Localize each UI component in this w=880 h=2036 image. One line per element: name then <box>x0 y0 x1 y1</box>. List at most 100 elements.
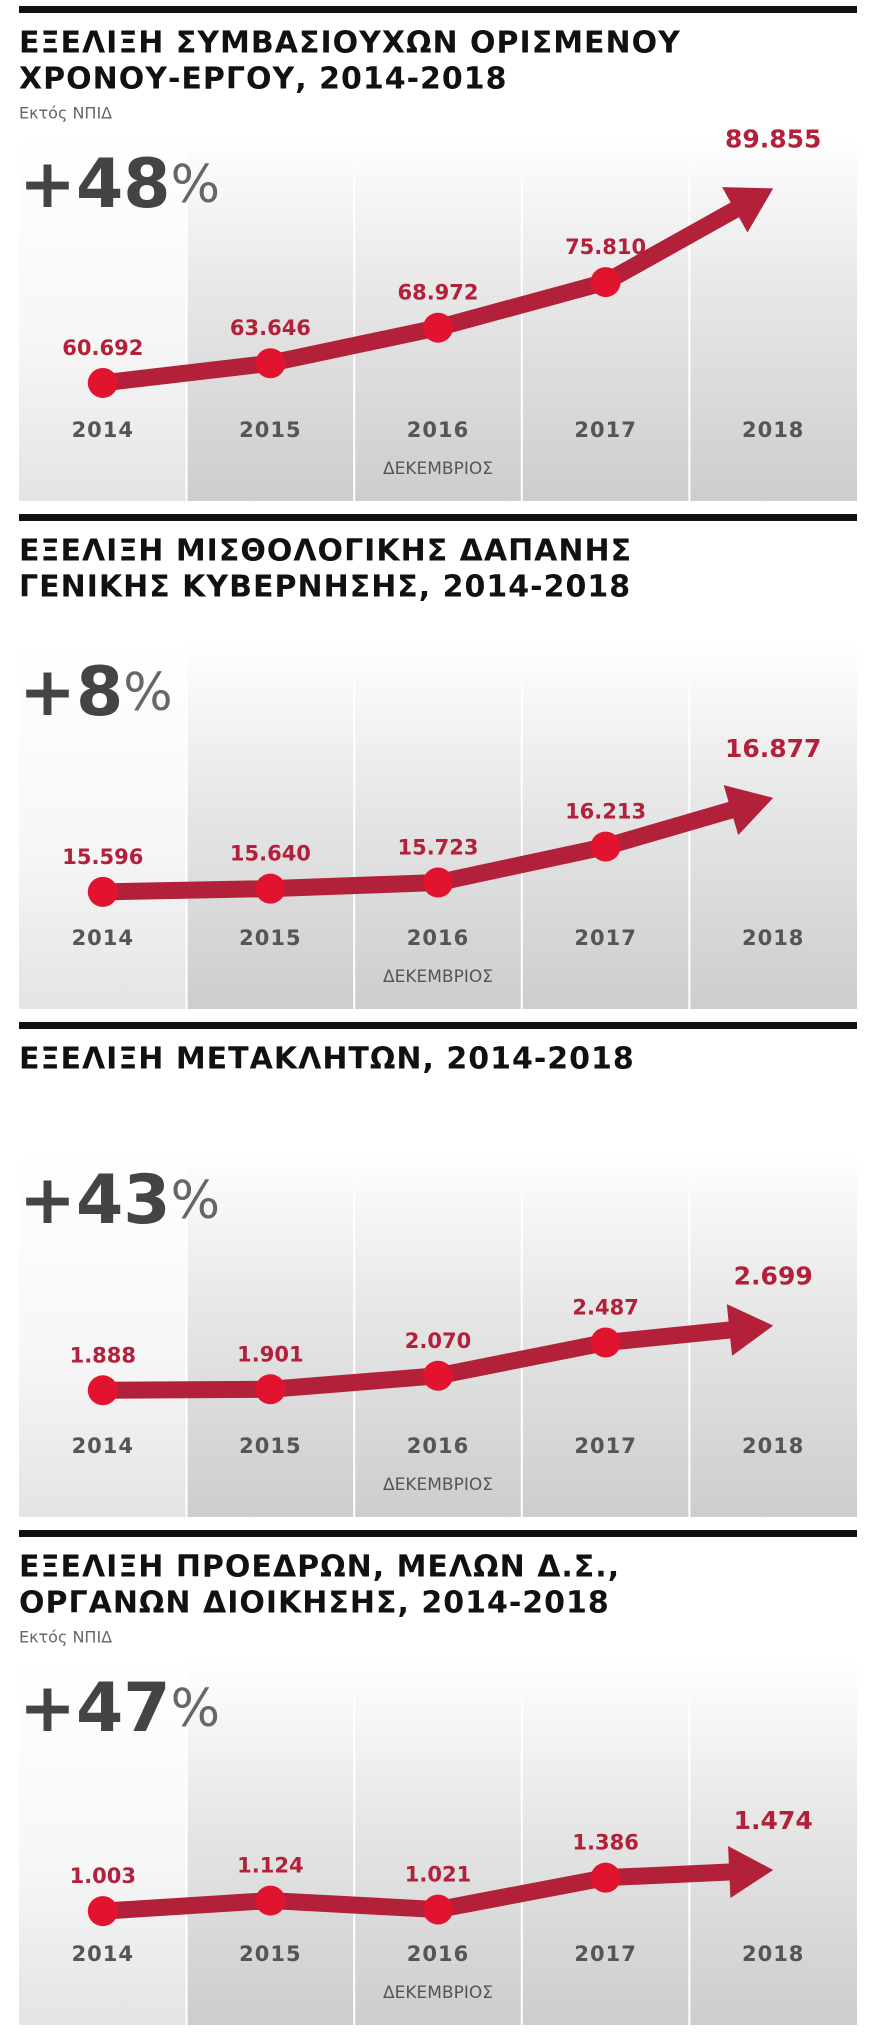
x-tick-label: 2015 <box>239 1434 301 1458</box>
top-rule <box>19 1022 857 1029</box>
chart-title: ΕΞΕΛΙΞΗ ΜΙΣΘΟΛΟΓΙΚΗΣ ΔΑΠΑΝΗΣ <box>19 534 632 569</box>
change-value: +48 <box>19 145 171 224</box>
x-tick-label: 2015 <box>239 1942 301 1966</box>
value-label: 1.474 <box>734 1806 813 1835</box>
value-label: 2.070 <box>405 1329 471 1353</box>
column-bg <box>186 134 355 501</box>
x-tick-label: 2014 <box>72 1942 134 1966</box>
value-label: 15.640 <box>230 842 311 866</box>
top-rule <box>19 6 857 13</box>
column-bg <box>19 134 187 501</box>
column-bg <box>19 1150 187 1517</box>
data-point <box>423 1894 453 1925</box>
arrow-head <box>723 785 774 836</box>
chart-title: ΕΞΕΛΙΞΗ ΜΕΤΑΚΛΗΤΩΝ, 2014-2018 <box>19 1042 635 1077</box>
data-point <box>87 1375 118 1406</box>
x-tick-label: 2014 <box>72 1434 134 1458</box>
top-rule <box>19 1530 857 1537</box>
x-tick-label: 2015 <box>239 926 301 950</box>
value-label: 16.213 <box>565 800 646 824</box>
value-label: 1.003 <box>70 1864 136 1888</box>
x-tick-label: 2017 <box>574 418 636 442</box>
change-value: +47 <box>19 1669 171 1748</box>
column-bg <box>19 1658 187 2025</box>
change-figure: +43% <box>19 1161 220 1240</box>
subtitle: Εκτός ΝΠΙΔ <box>19 1628 112 1647</box>
x-axis-label: ΔΕΚΕΜΒΡΙΟΣ <box>383 1983 493 2003</box>
chart-title: ΓΕΝΙΚΗΣ ΚΥΒΕΡΝΗΣΗΣ, 2014-2018 <box>19 570 631 605</box>
x-tick-label: 2014 <box>72 926 134 950</box>
column-bg <box>689 1658 857 2025</box>
x-tick-label: 2016 <box>407 926 469 950</box>
column-bg <box>354 1658 522 2025</box>
value-label: 1.124 <box>237 1854 303 1878</box>
column-bg <box>521 1658 690 2025</box>
data-point <box>87 1896 118 1927</box>
column-bg <box>354 1150 522 1517</box>
column-bg <box>186 642 355 1009</box>
data-point <box>423 1360 453 1391</box>
x-axis-label: ΔΕΚΕΜΒΡΙΟΣ <box>383 1475 493 1495</box>
x-tick-label: 2017 <box>574 1942 636 1966</box>
chart-title: ΕΞΕΛΙΞΗ ΠΡΟΕΔΡΩΝ, ΜΕΛΩΝ Δ.Σ., <box>19 1550 620 1585</box>
x-tick-label: 2018 <box>742 418 804 442</box>
data-point <box>255 1885 286 1916</box>
x-tick-label: 2016 <box>407 1434 469 1458</box>
x-tick-label: 2018 <box>742 1942 804 1966</box>
x-tick-label: 2017 <box>574 1434 636 1458</box>
change-unit: % <box>123 663 172 723</box>
value-label: 15.723 <box>397 836 478 860</box>
value-label: 75.810 <box>565 235 646 259</box>
column-bg <box>521 134 690 501</box>
x-tick-label: 2016 <box>407 1942 469 1966</box>
data-point <box>255 873 286 904</box>
value-label: 89.855 <box>725 124 821 153</box>
x-axis-label: ΔΕΚΕΜΒΡΙΟΣ <box>383 967 493 987</box>
data-point <box>87 876 118 907</box>
arrow-head <box>726 1304 774 1356</box>
x-tick-label: 2014 <box>72 418 134 442</box>
column-bg <box>354 642 522 1009</box>
arrow-head <box>728 1846 774 1898</box>
data-point <box>423 312 453 343</box>
value-label: 60.692 <box>62 336 143 360</box>
change-unit: % <box>171 1679 220 1739</box>
arrow-head <box>722 187 774 233</box>
data-point <box>590 267 621 298</box>
x-tick-label: 2015 <box>239 418 301 442</box>
value-label: 2.487 <box>572 1296 638 1320</box>
x-axis-label: ΔΕΚΕΜΒΡΙΟΣ <box>383 459 493 479</box>
change-figure: +47% <box>19 1669 220 1748</box>
value-label: 1.021 <box>405 1863 471 1887</box>
column-bg <box>689 642 857 1009</box>
value-label: 68.972 <box>397 281 478 305</box>
value-label: 1.888 <box>70 1343 136 1367</box>
top-rule <box>19 514 857 521</box>
data-point <box>255 348 286 379</box>
change-figure: +48% <box>19 145 220 224</box>
data-point <box>255 1374 286 1405</box>
data-point <box>590 1327 621 1358</box>
chart-title: ΧΡΟΝΟΥ-ΕΡΓΟΥ, 2014-2018 <box>19 62 508 97</box>
data-point <box>423 867 453 898</box>
value-label: 15.596 <box>62 845 143 869</box>
column-bg <box>19 642 187 1009</box>
data-point <box>87 367 118 398</box>
value-label: 1.901 <box>237 1342 303 1366</box>
value-label: 16.877 <box>725 734 821 763</box>
change-value: +8 <box>19 653 123 732</box>
change-value: +43 <box>19 1161 171 1240</box>
subtitle: Εκτός ΝΠΙΔ <box>19 104 112 123</box>
x-tick-label: 2018 <box>742 1434 804 1458</box>
column-bg <box>689 134 857 501</box>
x-tick-label: 2016 <box>407 418 469 442</box>
chart-title: ΕΞΕΛΙΞΗ ΣΥΜΒΑΣΙΟΥΧΩΝ ΟΡΙΣΜΕΝΟΥ <box>19 26 681 61</box>
value-label: 1.386 <box>572 1831 638 1855</box>
data-point <box>590 831 621 862</box>
column-bg <box>186 1150 355 1517</box>
value-label: 63.646 <box>230 316 311 340</box>
x-tick-label: 2017 <box>574 926 636 950</box>
x-tick-label: 2018 <box>742 926 804 950</box>
change-figure: +8% <box>19 653 173 732</box>
